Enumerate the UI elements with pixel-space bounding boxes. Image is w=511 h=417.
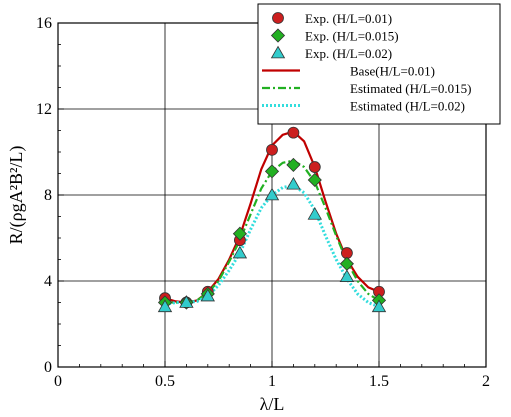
data-point-series-3	[286, 176, 301, 190]
y-tick-label: 16	[36, 15, 52, 32]
legend-entry-label: Exp. (H/L=0.02)	[305, 46, 392, 61]
data-point-series-3	[264, 187, 280, 201]
axis-ticks: 0 0.5 1 1.5 2 0 4 8 12 16	[36, 15, 490, 390]
y-tick-label: 8	[44, 187, 52, 204]
legend-marker-3	[270, 45, 286, 59]
y-tick-label: 4	[44, 273, 52, 290]
legend-entry-label: Estimated (H/L=0.015)	[350, 81, 471, 96]
data-point-series-3	[339, 269, 355, 282]
data-point-series-3	[307, 207, 322, 220]
data-point-series-2	[307, 172, 322, 188]
y-tick-label: 12	[36, 101, 52, 118]
x-tick-label: 0.5	[155, 373, 175, 390]
data-point-series-1	[287, 126, 300, 139]
x-axis-label: λ/L	[260, 394, 285, 414]
data-point-series-1	[308, 161, 321, 173]
data-point-series-3	[371, 299, 387, 313]
legend-entry-label: Base(H/L=0.01)	[350, 64, 435, 79]
data-point-series-1	[266, 143, 278, 156]
x-tick-label: 2	[482, 373, 490, 390]
data-point-series-3	[232, 245, 248, 259]
legend: Exp. (H/L=0.01) Exp. (H/L=0.015) Exp. (H/L…	[257, 3, 501, 125]
y-axis-label: R/(ρgA²B²/L)	[6, 146, 27, 245]
x-tick-label: 0	[54, 373, 62, 390]
data-point-series-2	[264, 164, 280, 179]
data-point-series-2	[286, 157, 301, 172]
x-tick-label: 1	[268, 373, 276, 390]
x-tick-label: 1.5	[369, 373, 389, 390]
data-point-series-3	[200, 288, 215, 302]
data-point-series-3	[157, 299, 173, 313]
y-tick-label: 0	[44, 359, 52, 376]
legend-marker-2	[270, 28, 286, 43]
legend-entry-label: Exp. (H/L=0.015)	[305, 29, 399, 44]
scatter-points-layer	[157, 126, 387, 313]
data-point-series-2	[232, 226, 247, 241]
legend-entry-label: Exp. (H/L=0.01)	[305, 11, 392, 26]
data-point-series-3	[179, 295, 194, 308]
legend-entry-label: Estimated (H/L=0.02)	[350, 99, 465, 114]
legend-marker-1	[272, 12, 284, 24]
